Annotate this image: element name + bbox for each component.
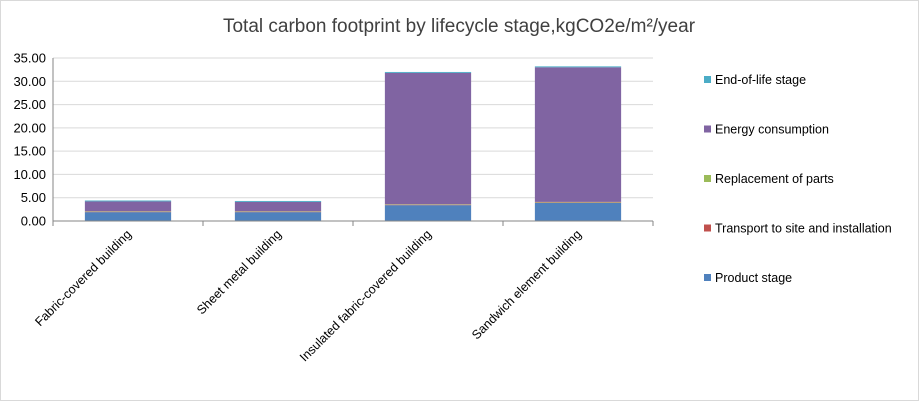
y-tick-label-4: 20.00 [13, 120, 46, 135]
y-axis-ticks: 0.00 5.00 10.00 15.00 20.00 25.00 30.00 35.00 [13, 51, 46, 229]
bar-3-end-of-life-stage [534, 66, 622, 68]
bar-1-product-stage [234, 212, 322, 221]
bar-1-energy-consumption [234, 201, 322, 212]
bar-3-product-stage [534, 202, 622, 221]
legend-label-3: Transport to site and installation [715, 222, 892, 236]
x-axis-ticks: Fabric-covered building Sheet metal build… [32, 227, 584, 364]
bar-0-energy-consumption [84, 201, 172, 212]
x-tick-label-3: Sandwich element building [469, 227, 584, 342]
legend-label-4: Product stage [715, 271, 792, 285]
y-tick-label-3: 15.00 [13, 144, 46, 159]
x-tick-label-1: Sheet metal building [194, 227, 284, 317]
bar-1-end-of-life-stage [234, 200, 322, 202]
legend-swatch-4 [704, 274, 711, 281]
legend-label-1: Energy consumption [715, 123, 829, 137]
legend-swatch-3 [704, 224, 711, 232]
legend-swatch-0 [704, 76, 711, 83]
y-tick-label-0: 0.00 [21, 214, 46, 229]
bar-2-energy-consumption [384, 72, 472, 205]
y-tick-label-6: 30.00 [13, 74, 46, 89]
bar-2-product-stage [384, 205, 472, 221]
gridlines [53, 57, 653, 199]
y-tick-label-7: 35.00 [13, 51, 46, 66]
y-tick-label-5: 25.00 [13, 97, 46, 112]
chart-title: Total carbon footprint by lifecycle stag… [223, 16, 696, 37]
x-tick-label-2: Insulated fabric-covered building [297, 227, 434, 364]
bar-3-energy-consumption [534, 67, 622, 202]
legend-swatch-2 [704, 175, 711, 182]
bar-0-product-stage [84, 212, 172, 221]
y-tick-label-2: 10.00 [13, 167, 46, 182]
x-tick-label-0: Fabric-covered building [32, 227, 134, 329]
y-tick-label-1: 5.00 [21, 190, 46, 205]
legend: End-of-life stage Energy consumption Repla… [704, 73, 892, 285]
legend-swatch-1 [704, 125, 711, 133]
bar-2-end-of-life-stage [384, 71, 472, 73]
bar-0-end-of-life-stage [84, 200, 172, 202]
legend-label-0: End-of-life stage [715, 73, 806, 87]
bars [84, 66, 622, 221]
legend-label-2: Replacement of parts [715, 172, 834, 186]
axes [52, 58, 654, 226]
